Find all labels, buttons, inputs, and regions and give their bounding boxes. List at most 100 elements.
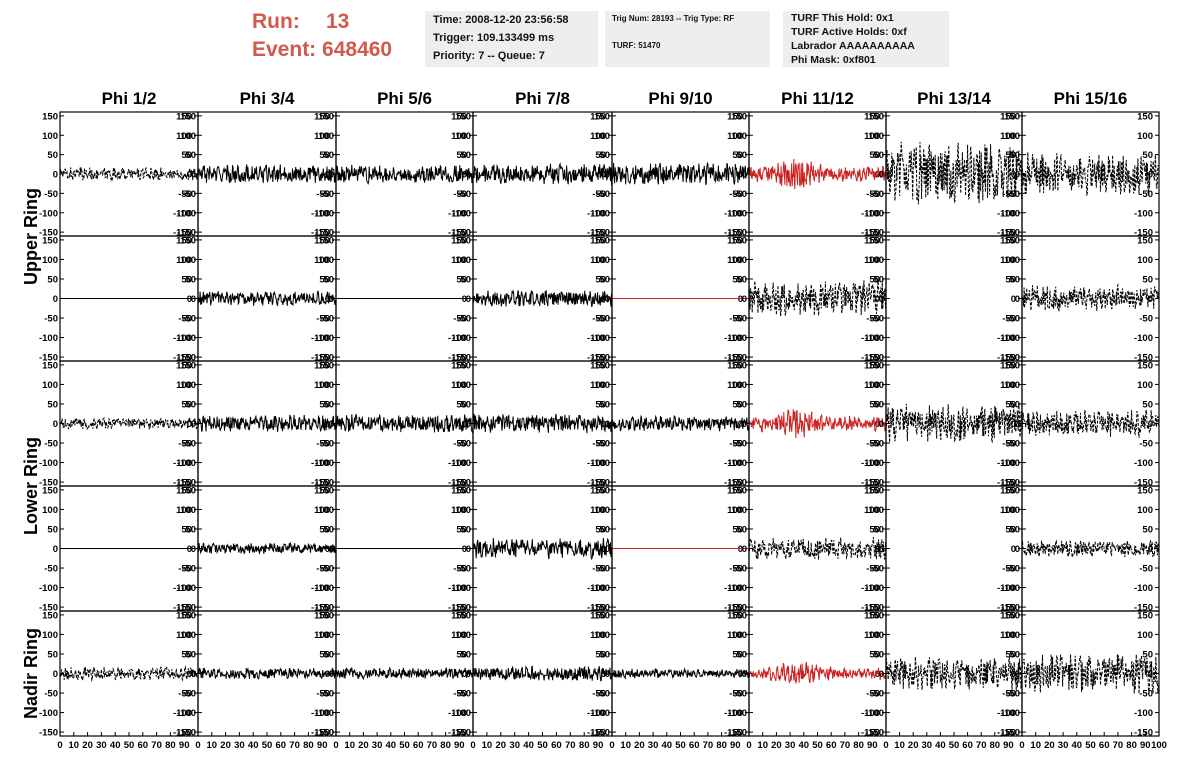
y-tick-label: -150	[861, 478, 880, 489]
x-tick-label: 30	[785, 740, 796, 751]
y-tick-label: 150	[868, 360, 884, 371]
y-tick-label: 150	[318, 360, 334, 371]
y-tick-label: 50	[1142, 649, 1153, 660]
x-tick-label: 40	[1072, 740, 1083, 751]
y-tick-label: 150	[1000, 235, 1016, 246]
y-tick-label: -150	[311, 603, 330, 614]
y-tick-label: 50	[1009, 274, 1020, 285]
y-tick-label: 50	[456, 649, 467, 660]
y-tick-label: 100	[864, 380, 880, 391]
y-tick-label: 0	[1148, 294, 1153, 305]
y-tick-label: -50	[1006, 689, 1020, 700]
y-tick-label: 100	[180, 255, 196, 266]
y-tick-label: -50	[592, 689, 606, 700]
y-tick-label: -100	[452, 583, 471, 594]
y-tick-label: -150	[591, 603, 610, 614]
y-tick-label: 150	[451, 235, 467, 246]
y-tick-label: 100	[868, 630, 884, 641]
y-tick-label: 100	[1137, 380, 1153, 391]
y-tick-label: 100	[1004, 380, 1020, 391]
y-tick-label: -100	[315, 708, 334, 719]
y-tick-label: 50	[1005, 649, 1016, 660]
y-tick-label: -150	[587, 603, 606, 614]
y-tick-label: 150	[42, 235, 58, 246]
y-tick-label: 50	[47, 524, 58, 535]
y-tick-label: 100	[455, 505, 471, 516]
x-tick-label: 80	[165, 740, 176, 751]
y-tick-label: -150	[452, 228, 471, 239]
y-tick-label: 100	[318, 255, 334, 266]
y-tick-label: -50	[320, 689, 334, 700]
y-tick-label: 50	[595, 524, 606, 535]
y-tick-label: 50	[732, 649, 743, 660]
y-tick-label: 0	[879, 669, 884, 680]
y-tick-label: 100	[451, 131, 467, 142]
y-tick-label: 150	[314, 235, 330, 246]
y-tick-label: 50	[869, 524, 880, 535]
y-tick-label: 0	[187, 419, 192, 430]
y-tick-label: -150	[315, 228, 334, 239]
y-tick-label: 150	[1137, 610, 1153, 621]
y-tick-label: 150	[1137, 485, 1153, 496]
y-tick-label: -100	[1001, 708, 1020, 719]
y-tick-label: 50	[736, 150, 747, 161]
y-tick-label: -100	[728, 708, 747, 719]
y-tick-label: 50	[456, 274, 467, 285]
y-tick-label: 100	[868, 380, 884, 391]
waveform-trace	[748, 158, 887, 190]
y-tick-label: 100	[318, 630, 334, 641]
y-tick-label: 50	[181, 399, 192, 410]
x-tick-label: 50	[1085, 740, 1096, 751]
y-tick-label: -50	[182, 314, 196, 325]
y-tick-label: -50	[44, 314, 58, 325]
y-tick-label: 0	[191, 544, 196, 555]
x-tick-label: 60	[138, 740, 149, 751]
y-tick-label: -150	[315, 353, 334, 364]
y-tick-label: 100	[318, 505, 334, 516]
y-tick-label: 50	[181, 524, 192, 535]
y-tick-label: 50	[185, 649, 196, 660]
y-tick-label: -50	[596, 189, 610, 200]
y-tick-label: -100	[1001, 208, 1020, 219]
y-tick-label: 50	[319, 524, 330, 535]
y-tick-label: -100	[865, 333, 884, 344]
y-tick-label: 50	[323, 399, 334, 410]
y-tick-label: -150	[865, 228, 884, 239]
y-tick-label: -50	[453, 689, 467, 700]
x-tick-label: 40	[110, 740, 121, 751]
y-tick-label: -100	[587, 708, 606, 719]
y-tick-label: 0	[466, 170, 471, 181]
y-tick-label: 150	[180, 111, 196, 122]
y-tick-label: -150	[1001, 478, 1020, 489]
y-tick-label: 0	[187, 544, 192, 555]
y-tick-label: -50	[178, 189, 192, 200]
y-tick-label: 0	[1015, 544, 1020, 555]
waveform-trace	[748, 409, 887, 439]
y-tick-label: 150	[594, 610, 610, 621]
x-tick-label: 40	[386, 740, 397, 751]
y-tick-label: -100	[587, 458, 606, 469]
y-tick-label: -100	[39, 708, 58, 719]
y-tick-label: 50	[732, 274, 743, 285]
x-tick-label: 0	[883, 740, 888, 751]
y-tick-label: 100	[731, 380, 747, 391]
y-tick-label: -100	[997, 458, 1016, 469]
y-tick-label: 0	[191, 669, 196, 680]
y-tick-label: 100	[42, 505, 58, 516]
y-tick-label: -150	[448, 728, 467, 739]
y-tick-label: 0	[53, 170, 58, 181]
y-tick-label: 100	[590, 255, 606, 266]
y-tick-label: 100	[455, 131, 471, 142]
y-tick-label: -100	[173, 708, 192, 719]
y-tick-label: -150	[452, 353, 471, 364]
y-tick-label: 150	[864, 360, 880, 371]
y-tick-label: -150	[448, 228, 467, 239]
y-tick-label: 150	[594, 360, 610, 371]
row-group-title: Upper Ring	[21, 188, 41, 285]
y-tick-label: 0	[325, 544, 330, 555]
y-tick-label: -50	[182, 189, 196, 200]
y-tick-label: -150	[587, 728, 606, 739]
y-tick-label: -150	[39, 353, 58, 364]
y-tick-label: 50	[873, 399, 884, 410]
y-tick-label: 50	[1142, 150, 1153, 161]
